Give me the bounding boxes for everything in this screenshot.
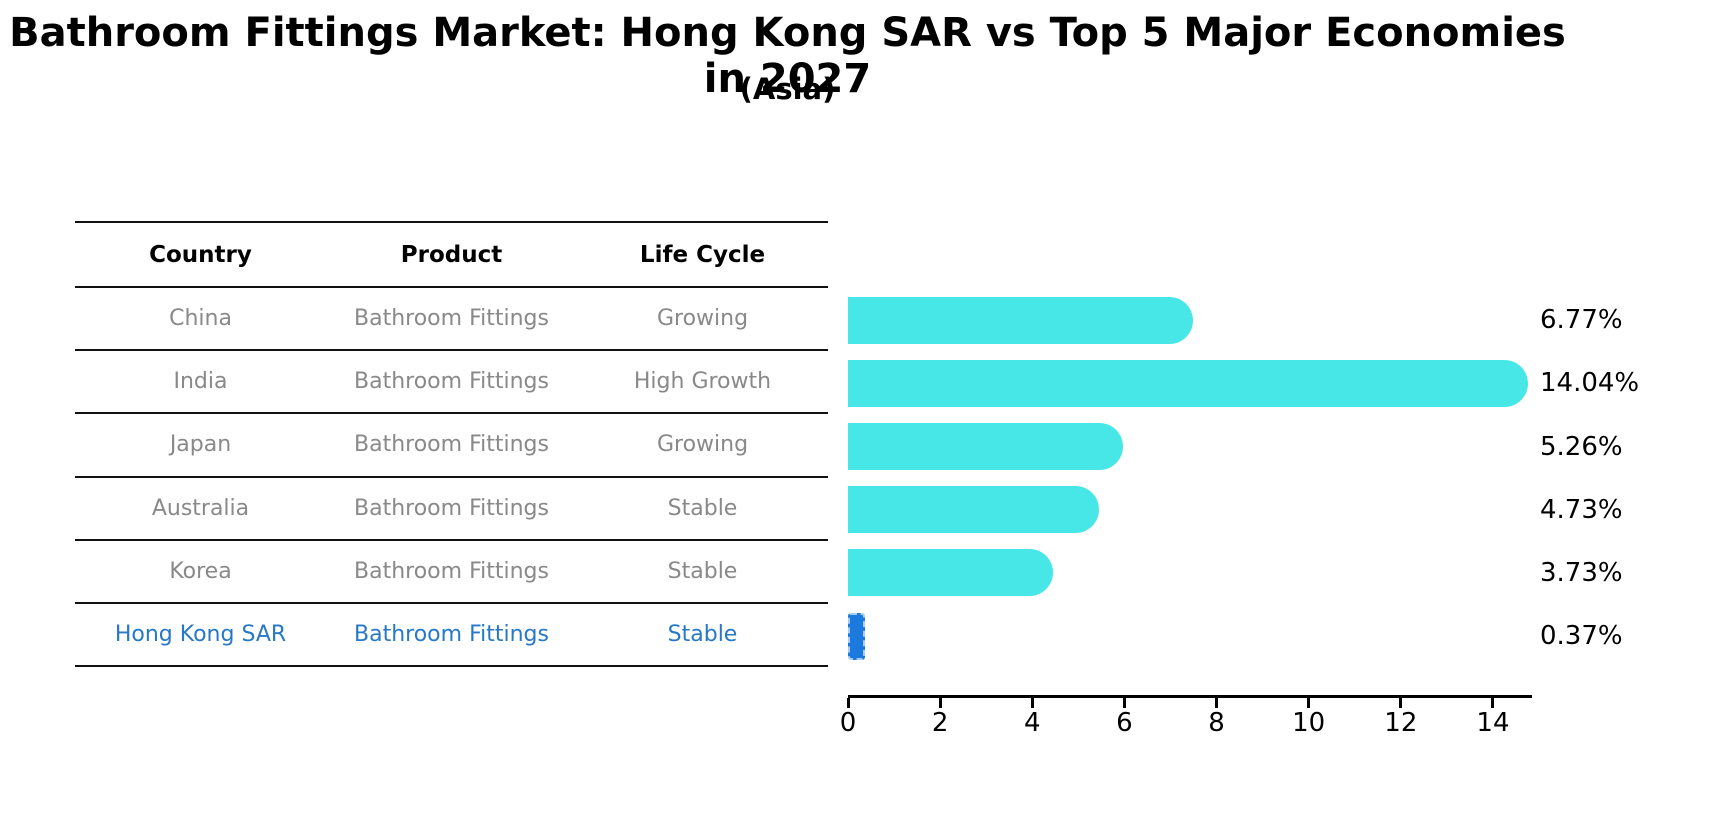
x-tick-0 (846, 698, 850, 708)
bar-india (848, 359, 1528, 407)
x-tick-label-10: 10 (1292, 708, 1326, 738)
x-tick-label-8: 8 (1208, 708, 1225, 738)
cell-life-cycle: Stable (667, 558, 738, 584)
x-tick-6 (1122, 698, 1126, 708)
x-tick-label-6: 6 (1116, 708, 1133, 738)
cell-country: Hong Kong SAR (114, 622, 287, 648)
x-tick-label-2: 2 (931, 708, 949, 738)
table-header-row: Country Product Life Cycle (75, 223, 828, 288)
value-label-korea: 3.73% (1540, 557, 1623, 588)
cell-country: Japan (169, 432, 232, 458)
bar-china (848, 296, 1193, 344)
value-label-australia: 4.73% (1540, 494, 1623, 525)
cell-life-cycle: Stable (667, 622, 738, 648)
x-tick-2 (938, 698, 942, 708)
value-label-india: 14.04% (1540, 368, 1640, 399)
value-label-china: 6.77% (1540, 305, 1623, 336)
cell-product: Bathroom Fittings (354, 558, 549, 584)
cell-country: India (173, 369, 228, 395)
cell-life-cycle: High Growth (633, 369, 772, 395)
bar-korea (848, 549, 1053, 597)
value-label-japan: 5.26% (1540, 431, 1623, 462)
cell-product: Bathroom Fittings (354, 495, 549, 521)
chart-subtitle: (Asia) (739, 72, 836, 106)
cell-product: Bathroom Fittings (354, 622, 549, 648)
x-tick-8 (1215, 698, 1219, 708)
x-tick-14 (1491, 698, 1495, 708)
bar-hong-kong-sar (848, 612, 866, 660)
x-tick-12 (1399, 698, 1403, 708)
table-row: Australia Bathroom Fittings Stable (75, 478, 828, 541)
bar-japan (848, 423, 1124, 470)
column-header-life-cycle: Life Cycle (639, 241, 766, 268)
cell-product: Bathroom Fittings (354, 369, 549, 395)
x-axis-line (848, 695, 1532, 698)
cell-country: Korea (169, 558, 232, 584)
bar-australia (848, 486, 1099, 534)
table-row: Korea Bathroom Fittings Stable (75, 541, 828, 604)
table-row: Hong Kong SAR Bathroom Fittings Stable (75, 604, 828, 668)
cell-product: Bathroom Fittings (354, 306, 549, 332)
column-header-product: Product (400, 241, 503, 268)
x-tick-label-4: 4 (1023, 708, 1041, 738)
x-tick-label-14: 14 (1476, 708, 1510, 738)
table-row: China Bathroom Fittings Growing (75, 288, 828, 352)
chart-title: Bathroom Fittings Market: Hong Kong SAR … (9, 10, 1566, 102)
cell-country: China (169, 306, 232, 332)
table-row: Japan Bathroom Fittings Growing (75, 414, 828, 478)
cell-country: Australia (151, 495, 250, 521)
column-header-country: Country (149, 241, 252, 268)
country-table: Country Product Life Cycle China Bathroo… (75, 221, 828, 668)
cell-life-cycle: Growing (656, 306, 749, 332)
value-label-hong-kong-sar: 0.37% (1540, 621, 1623, 652)
x-tick-4 (1030, 698, 1034, 708)
x-tick-label-0: 0 (839, 708, 857, 738)
x-tick-10 (1307, 698, 1311, 708)
cell-life-cycle: Growing (656, 432, 749, 458)
table-body: China Bathroom Fittings Growing India Ba… (75, 288, 828, 668)
cell-product: Bathroom Fittings (354, 432, 549, 458)
x-tick-label-12: 12 (1384, 708, 1418, 738)
table-row: India Bathroom Fittings High Growth (75, 351, 828, 415)
cell-life-cycle: Stable (667, 495, 738, 521)
